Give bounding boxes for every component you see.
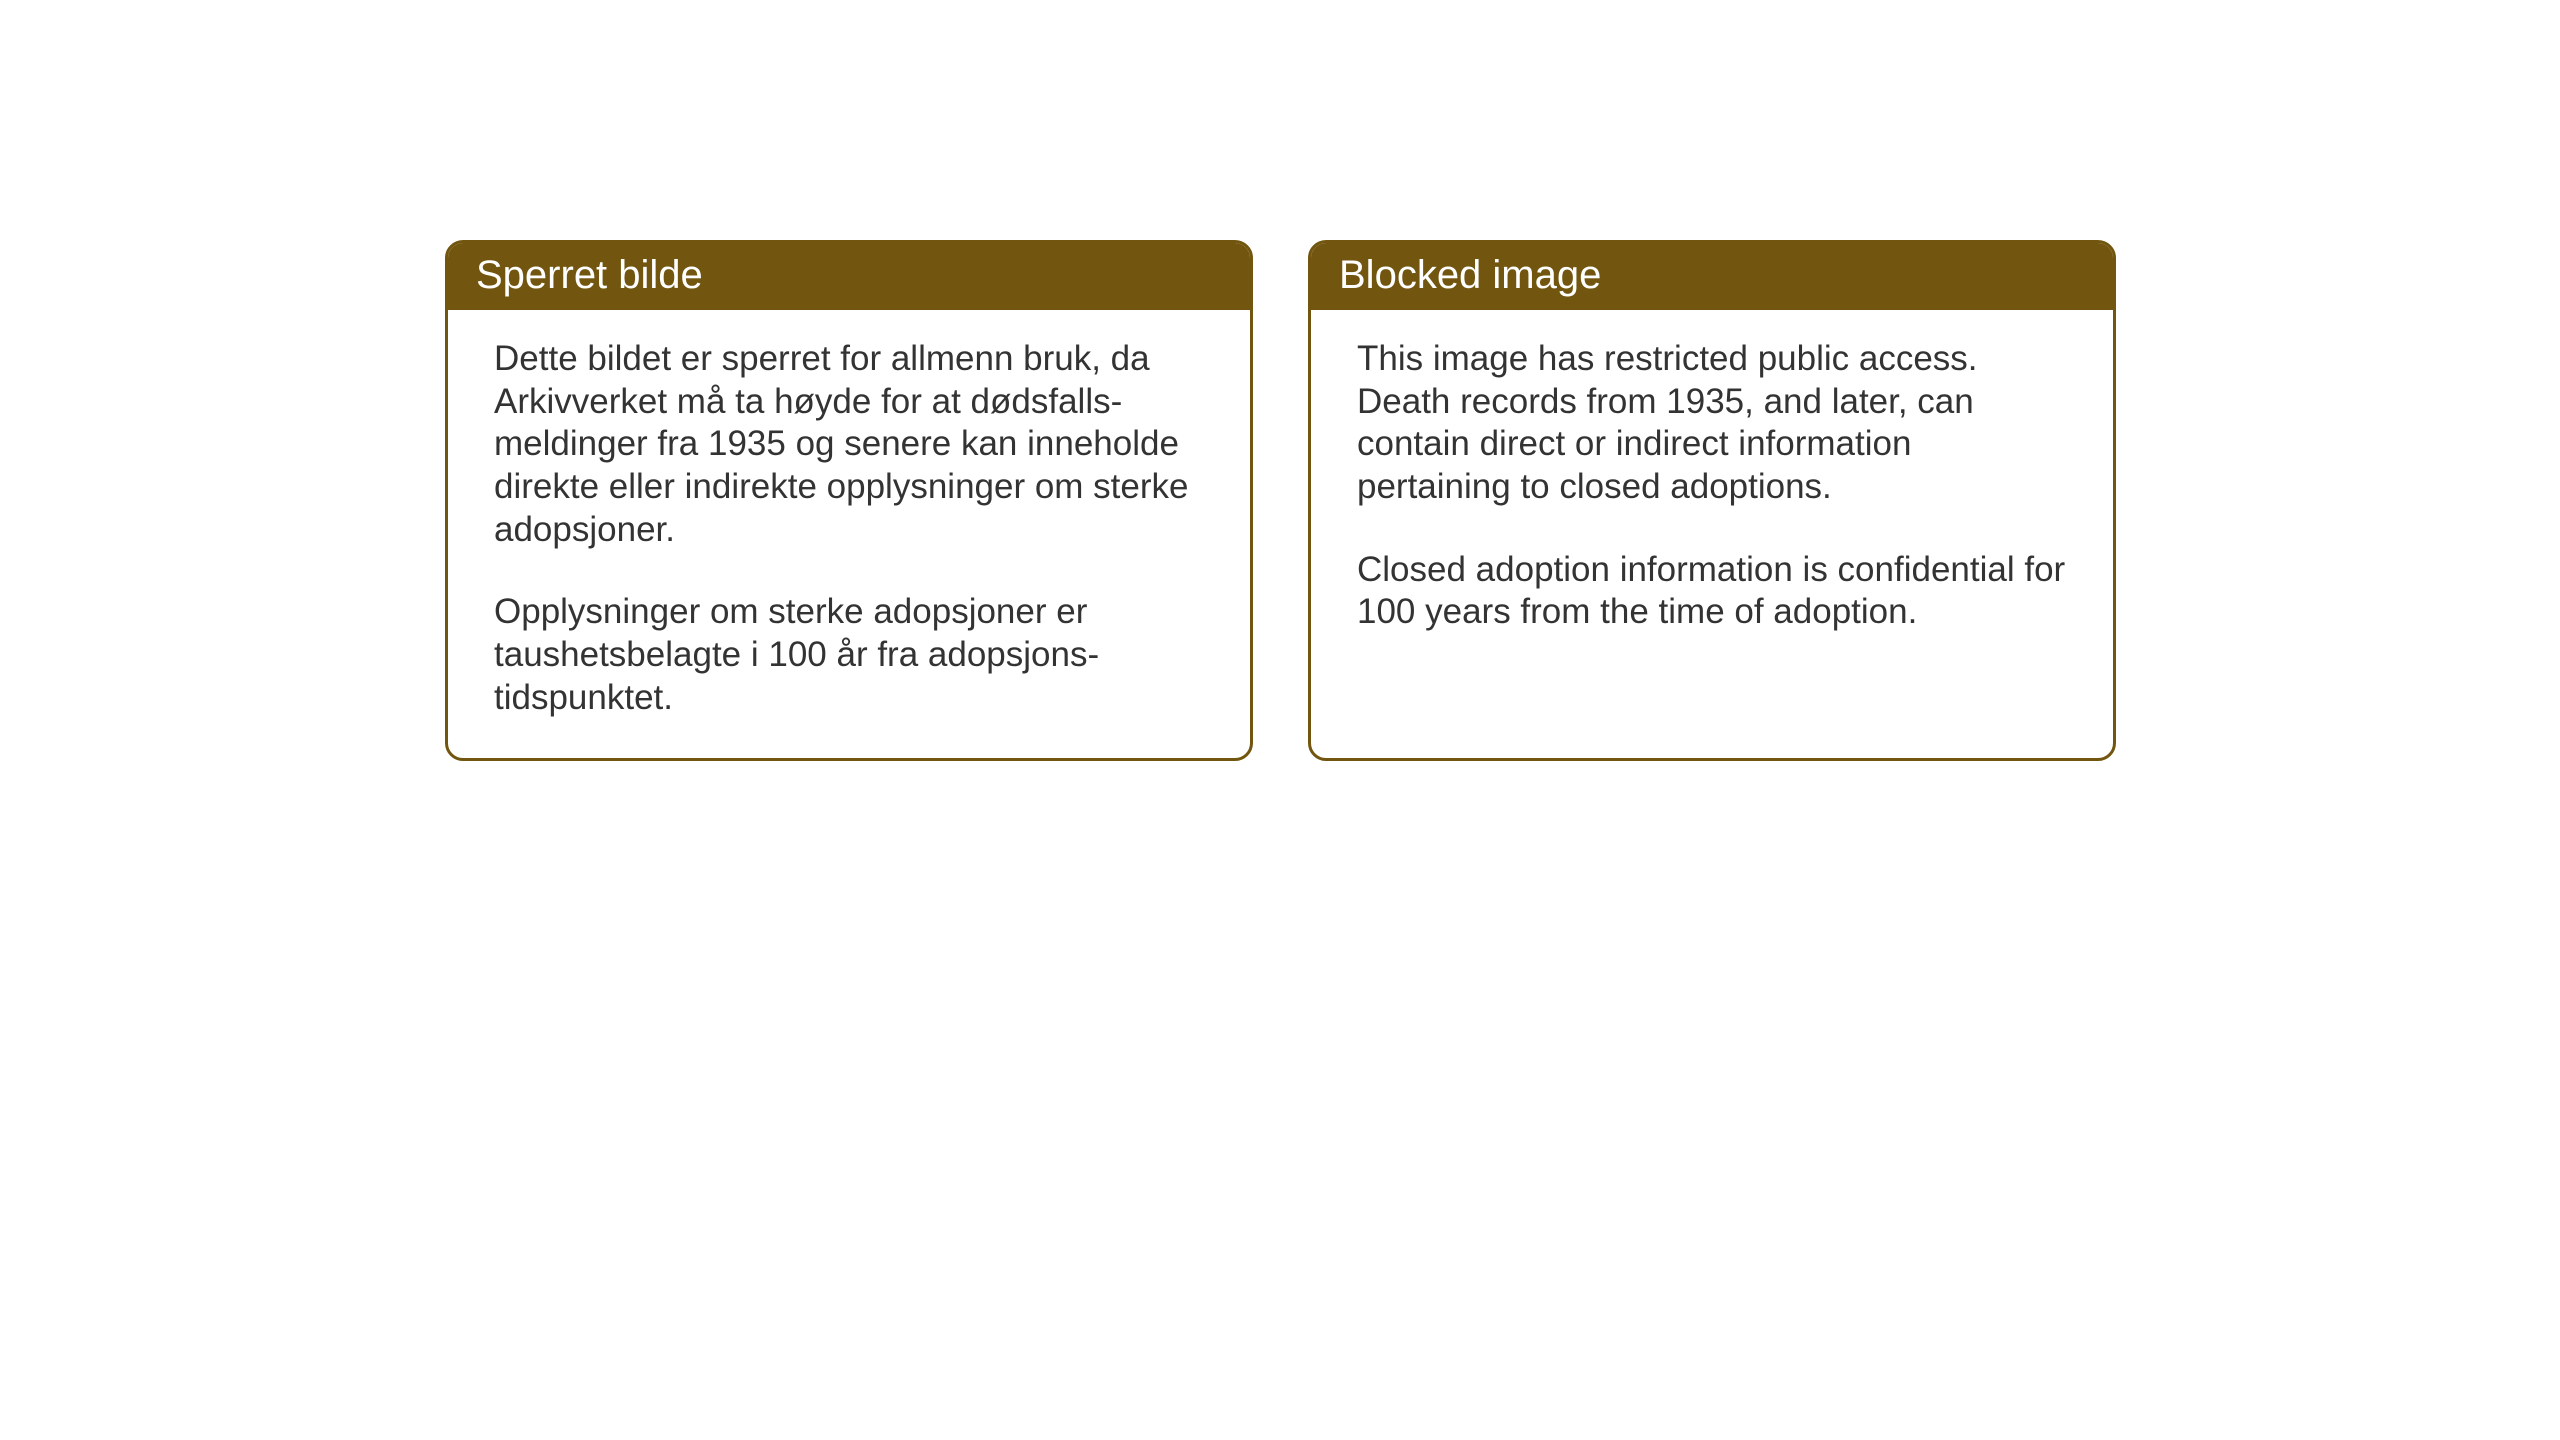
- card-header-english: Blocked image: [1311, 243, 2113, 310]
- card-header-norwegian: Sperret bilde: [448, 243, 1250, 310]
- card-body-english: This image has restricted public access.…: [1311, 310, 2113, 672]
- card-title-english: Blocked image: [1339, 253, 1601, 297]
- card-paragraph-english-1: This image has restricted public access.…: [1357, 338, 2071, 509]
- card-paragraph-norwegian-2: Opplysninger om sterke adopsjoner er tau…: [494, 591, 1208, 719]
- card-title-norwegian: Sperret bilde: [476, 253, 703, 297]
- notice-card-norwegian: Sperret bilde Dette bildet er sperret fo…: [445, 240, 1253, 761]
- card-paragraph-norwegian-1: Dette bildet er sperret for allmenn bruk…: [494, 338, 1208, 551]
- card-paragraph-english-2: Closed adoption information is confident…: [1357, 549, 2071, 634]
- notice-cards-container: Sperret bilde Dette bildet er sperret fo…: [445, 240, 2116, 761]
- notice-card-english: Blocked image This image has restricted …: [1308, 240, 2116, 761]
- card-body-norwegian: Dette bildet er sperret for allmenn bruk…: [448, 310, 1250, 758]
